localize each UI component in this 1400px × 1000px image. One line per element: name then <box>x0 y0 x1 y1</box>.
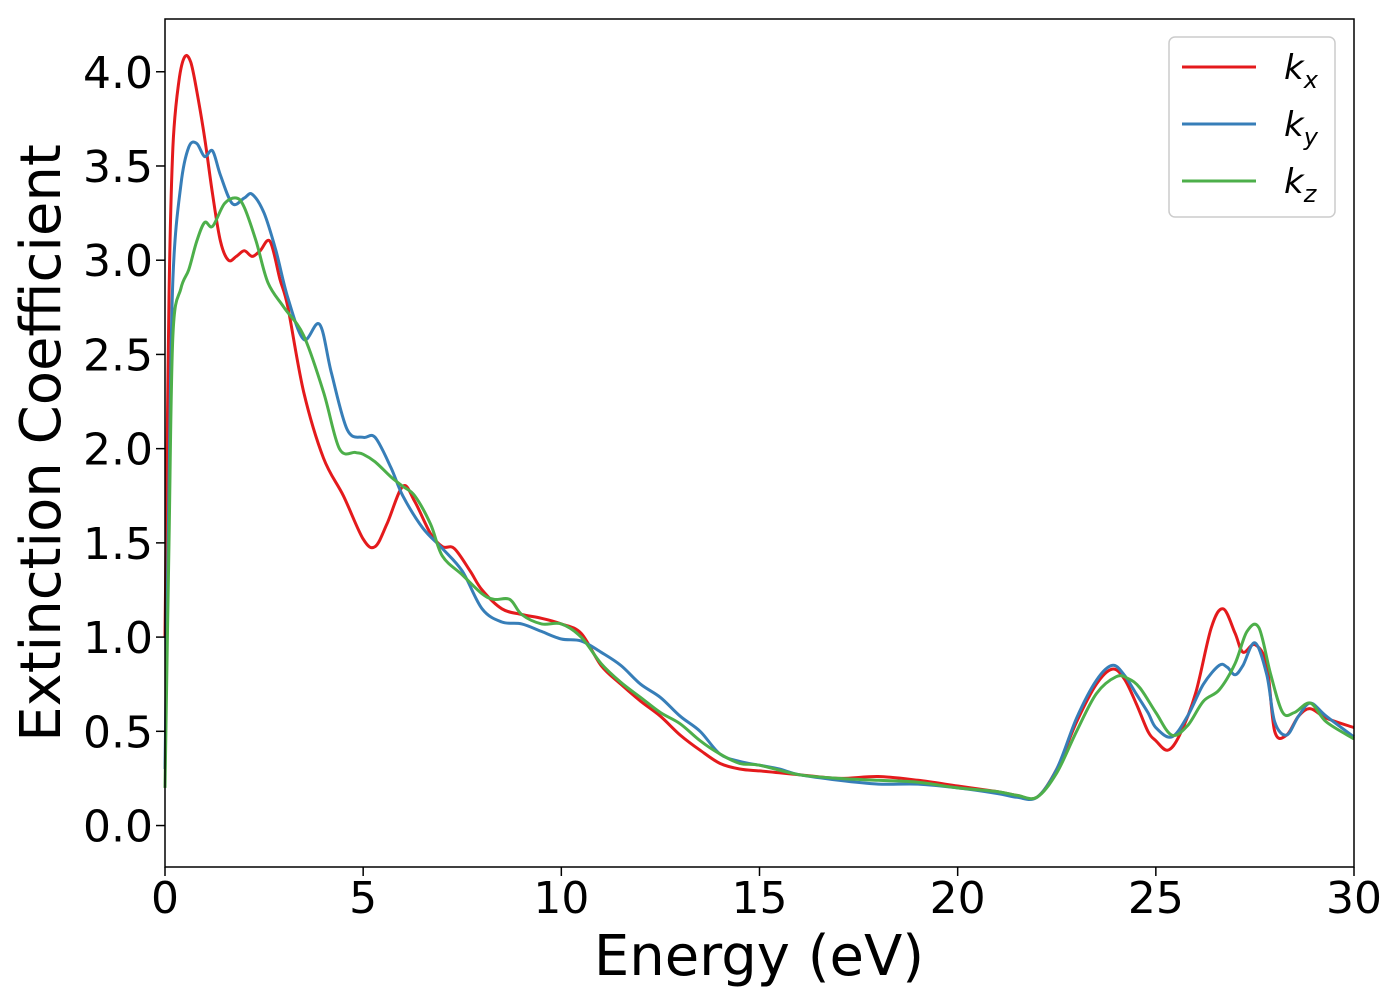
x-tick-label: 25 <box>1128 873 1184 924</box>
series-line-ky <box>163 140 1355 802</box>
legend-label-ky: ky <box>1284 105 1319 151</box>
x-tick-label: 20 <box>930 873 986 924</box>
x-tick-label: 5 <box>349 873 377 924</box>
series-layer <box>163 53 1355 802</box>
y-tick-label: 2.0 <box>83 425 153 476</box>
y-axis-label: Extinction Coefficient <box>9 144 74 742</box>
y-axis-ticks: 0.0 0.5 1.0 1.5 2.0 2.5 3.0 3.5 4.0 <box>83 48 165 853</box>
series-line-kz <box>163 196 1355 801</box>
y-tick-label: 1.5 <box>83 519 153 570</box>
x-tick-label: 0 <box>151 873 179 924</box>
x-tick-label: 30 <box>1326 873 1382 924</box>
x-tick-label: 10 <box>533 873 589 924</box>
y-tick-label: 4.0 <box>83 48 153 99</box>
x-tick-label: 15 <box>732 873 788 924</box>
legend-label-kz: kz <box>1284 162 1318 208</box>
x-axis-ticks: 0 5 10 15 20 25 30 <box>151 867 1382 924</box>
legend: kx ky kz <box>1168 36 1336 218</box>
y-tick-label: 3.0 <box>83 236 153 287</box>
y-tick-label: 3.5 <box>83 142 153 193</box>
y-tick-label: 2.5 <box>83 330 153 381</box>
y-tick-label: 0.5 <box>83 707 153 758</box>
legend-box <box>1168 36 1336 218</box>
y-tick-label: 0.0 <box>83 802 153 853</box>
y-tick-label: 1.0 <box>83 613 153 664</box>
legend-label-kx: kx <box>1284 48 1319 94</box>
x-axis-label: Energy (eV) <box>594 924 924 989</box>
